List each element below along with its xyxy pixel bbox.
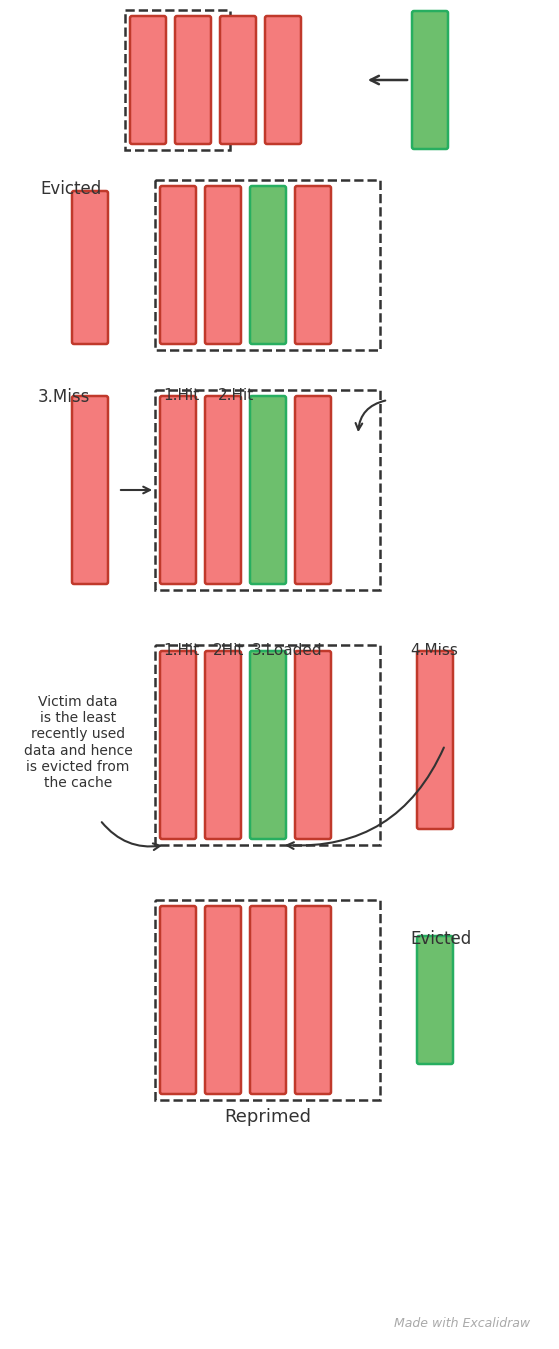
FancyBboxPatch shape <box>130 16 166 144</box>
FancyBboxPatch shape <box>295 186 331 344</box>
Text: Victim data
is the least
recently used
data and hence
is evicted from
the cache: Victim data is the least recently used d… <box>23 695 132 791</box>
FancyBboxPatch shape <box>250 186 286 344</box>
Bar <box>155 900 380 1099</box>
Text: Evicted: Evicted <box>410 929 471 948</box>
Text: 1.Hit: 1.Hit <box>163 643 199 658</box>
Text: 2.Hit: 2.Hit <box>218 389 254 403</box>
Bar <box>155 390 380 590</box>
FancyBboxPatch shape <box>205 907 241 1094</box>
FancyBboxPatch shape <box>205 652 241 839</box>
FancyBboxPatch shape <box>417 652 453 830</box>
FancyBboxPatch shape <box>295 397 331 584</box>
FancyBboxPatch shape <box>265 16 301 144</box>
FancyBboxPatch shape <box>250 652 286 839</box>
FancyBboxPatch shape <box>295 907 331 1094</box>
Text: Made with Excalidraw: Made with Excalidraw <box>394 1317 530 1330</box>
FancyBboxPatch shape <box>160 186 196 344</box>
FancyBboxPatch shape <box>220 16 256 144</box>
Text: 3.Loaded: 3.Loaded <box>252 643 323 658</box>
Text: 1.Hit: 1.Hit <box>163 389 199 403</box>
Bar <box>125 9 230 150</box>
FancyBboxPatch shape <box>160 907 196 1094</box>
FancyBboxPatch shape <box>160 397 196 584</box>
FancyBboxPatch shape <box>250 397 286 584</box>
Text: 4.Miss: 4.Miss <box>410 643 458 658</box>
FancyBboxPatch shape <box>205 186 241 344</box>
Bar <box>155 179 380 349</box>
FancyBboxPatch shape <box>417 936 453 1064</box>
FancyBboxPatch shape <box>250 907 286 1094</box>
Text: 3.Miss: 3.Miss <box>38 389 91 406</box>
FancyBboxPatch shape <box>72 192 108 344</box>
FancyBboxPatch shape <box>295 652 331 839</box>
FancyBboxPatch shape <box>412 11 448 148</box>
FancyBboxPatch shape <box>205 397 241 584</box>
Text: Evicted: Evicted <box>40 179 101 198</box>
Text: 2Hit: 2Hit <box>213 643 244 658</box>
FancyBboxPatch shape <box>175 16 211 144</box>
Bar <box>155 645 380 844</box>
Text: Reprimed: Reprimed <box>225 1108 311 1126</box>
FancyBboxPatch shape <box>160 652 196 839</box>
FancyBboxPatch shape <box>72 397 108 584</box>
